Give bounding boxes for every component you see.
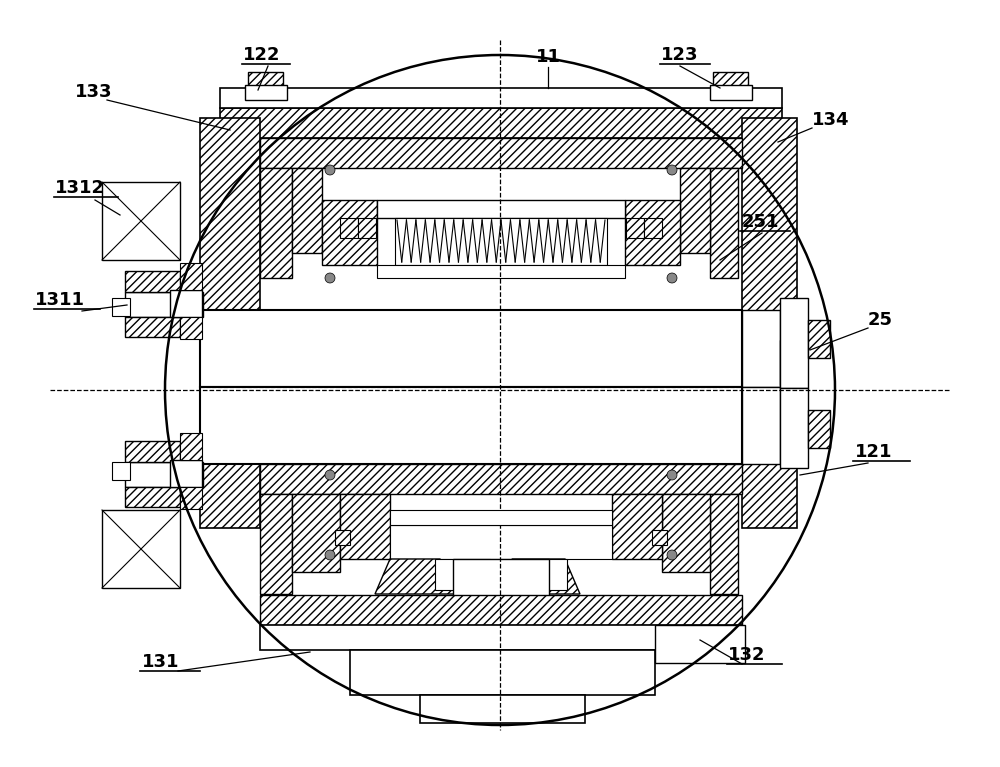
Polygon shape <box>808 410 830 448</box>
Polygon shape <box>710 494 738 594</box>
Polygon shape <box>245 85 287 100</box>
Polygon shape <box>465 624 537 644</box>
Polygon shape <box>742 387 780 464</box>
Polygon shape <box>742 310 780 387</box>
Polygon shape <box>390 525 612 559</box>
Polygon shape <box>125 292 203 317</box>
Polygon shape <box>125 317 180 337</box>
Polygon shape <box>260 464 742 494</box>
Polygon shape <box>200 118 260 528</box>
Polygon shape <box>125 462 203 487</box>
Polygon shape <box>652 530 667 545</box>
Polygon shape <box>512 559 580 594</box>
Polygon shape <box>260 494 292 594</box>
Polygon shape <box>125 487 180 507</box>
Polygon shape <box>780 388 808 468</box>
Circle shape <box>667 273 677 283</box>
Text: 25: 25 <box>868 311 893 329</box>
Polygon shape <box>808 320 830 358</box>
Polygon shape <box>220 88 782 108</box>
Polygon shape <box>260 595 742 625</box>
Polygon shape <box>340 218 358 238</box>
Polygon shape <box>512 559 567 590</box>
Circle shape <box>325 273 335 283</box>
Polygon shape <box>358 218 376 238</box>
Circle shape <box>325 470 335 480</box>
Polygon shape <box>260 625 742 650</box>
Text: 123: 123 <box>661 46 699 64</box>
Polygon shape <box>180 487 202 509</box>
Polygon shape <box>200 387 742 464</box>
Polygon shape <box>125 271 180 292</box>
Text: 132: 132 <box>728 646 766 664</box>
Polygon shape <box>625 200 680 265</box>
Circle shape <box>667 470 677 480</box>
Polygon shape <box>680 168 710 253</box>
Circle shape <box>325 165 335 175</box>
Text: 121: 121 <box>855 443 893 461</box>
Polygon shape <box>780 340 800 385</box>
Text: 133: 133 <box>75 83 112 101</box>
Polygon shape <box>742 118 797 528</box>
Polygon shape <box>112 298 130 316</box>
Polygon shape <box>180 263 202 290</box>
Polygon shape <box>377 265 625 278</box>
Polygon shape <box>292 168 322 253</box>
Polygon shape <box>180 433 202 460</box>
Polygon shape <box>377 200 625 218</box>
Polygon shape <box>170 290 202 317</box>
Text: 1312: 1312 <box>55 179 105 197</box>
Text: 134: 134 <box>812 111 850 129</box>
Polygon shape <box>435 559 490 590</box>
Polygon shape <box>170 460 202 487</box>
Polygon shape <box>340 494 390 559</box>
Polygon shape <box>322 200 377 265</box>
Polygon shape <box>350 650 655 695</box>
Polygon shape <box>112 462 130 480</box>
Text: 251: 251 <box>742 213 780 231</box>
Polygon shape <box>260 168 292 278</box>
Polygon shape <box>612 494 662 559</box>
Polygon shape <box>375 559 455 594</box>
Polygon shape <box>390 510 612 525</box>
Polygon shape <box>292 494 340 572</box>
Circle shape <box>667 550 677 560</box>
Polygon shape <box>655 625 745 663</box>
Polygon shape <box>248 72 283 88</box>
Text: 11: 11 <box>536 48 560 66</box>
Polygon shape <box>710 85 752 100</box>
Text: 1311: 1311 <box>35 291 85 309</box>
Text: 131: 131 <box>142 653 180 671</box>
Polygon shape <box>644 218 662 238</box>
Polygon shape <box>102 510 180 588</box>
Text: 122: 122 <box>243 46 281 64</box>
Polygon shape <box>780 298 808 388</box>
Circle shape <box>667 165 677 175</box>
Polygon shape <box>395 218 607 265</box>
Circle shape <box>325 550 335 560</box>
Polygon shape <box>335 530 350 545</box>
Polygon shape <box>626 218 644 238</box>
Polygon shape <box>713 72 748 88</box>
Polygon shape <box>260 138 742 168</box>
Polygon shape <box>710 168 738 278</box>
Polygon shape <box>420 695 585 723</box>
Polygon shape <box>125 441 180 462</box>
Polygon shape <box>662 494 710 572</box>
Polygon shape <box>200 310 742 387</box>
Polygon shape <box>453 559 549 624</box>
Polygon shape <box>102 182 180 260</box>
Polygon shape <box>220 108 782 138</box>
Polygon shape <box>180 317 202 339</box>
